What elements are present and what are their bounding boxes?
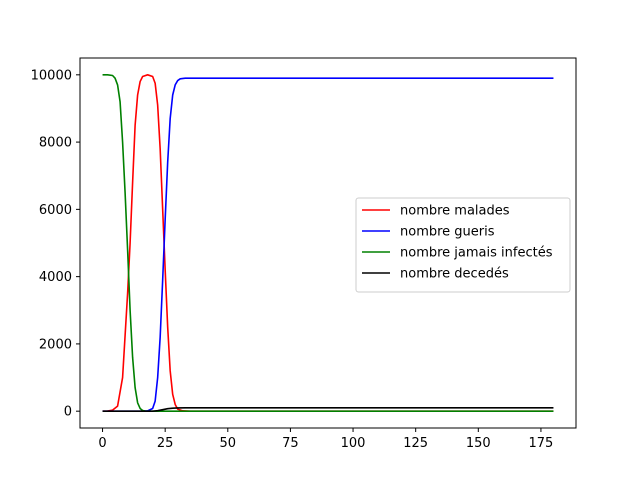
y-tick-label: 6000 bbox=[39, 203, 72, 218]
series-line-3 bbox=[102, 407, 554, 412]
series-layer bbox=[102, 74, 554, 412]
legend: nombre malades nombre gueris nombre jamais… bbox=[355, 197, 571, 293]
x-tick-label: 75 bbox=[282, 436, 299, 451]
y-axis: 0 2000 4000 6000 8000 10000 bbox=[31, 68, 80, 420]
x-tick-label: 100 bbox=[341, 436, 366, 451]
legend-label-0: nombre malades bbox=[400, 204, 510, 219]
y-tick-label: 4000 bbox=[39, 270, 72, 285]
x-tick-label: 50 bbox=[220, 436, 237, 451]
plot-frame bbox=[79, 57, 577, 429]
legend-label-3: nombre decedés bbox=[400, 267, 509, 282]
x-tick-label: 150 bbox=[466, 436, 491, 451]
series-line-0 bbox=[102, 74, 554, 412]
series-line-1 bbox=[102, 77, 554, 412]
legend-box bbox=[355, 197, 571, 293]
x-axis: 0 25 50 75 100 125 150 175 bbox=[98, 428, 553, 451]
y-tick-label: 8000 bbox=[39, 136, 72, 151]
x-tick-label: 25 bbox=[157, 436, 174, 451]
x-tick-label: 0 bbox=[98, 436, 106, 451]
x-tick-label: 175 bbox=[529, 436, 554, 451]
legend-label-2: nombre jamais infectés bbox=[400, 246, 553, 261]
y-tick-label: 0 bbox=[64, 405, 72, 420]
y-tick-label: 2000 bbox=[39, 337, 72, 352]
legend-label-1: nombre gueris bbox=[400, 225, 495, 240]
y-tick-label: 10000 bbox=[31, 68, 72, 83]
x-tick-label: 125 bbox=[403, 436, 428, 451]
